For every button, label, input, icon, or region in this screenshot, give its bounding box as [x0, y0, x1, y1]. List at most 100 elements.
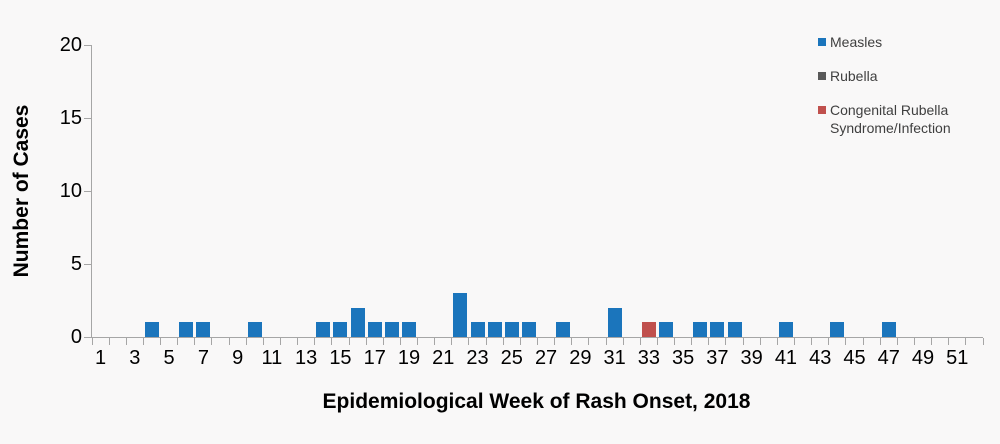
- x-axis-tick: [297, 338, 299, 345]
- y-tick-label: 5: [70, 253, 82, 275]
- x-tick-label: 41: [774, 347, 798, 369]
- bar-measles-week-23: [470, 322, 485, 337]
- bar-measles-week-34: [659, 322, 673, 337]
- x-axis-tick: [691, 338, 693, 345]
- x-axis-tick: [708, 338, 710, 345]
- x-axis-tick: [262, 338, 264, 345]
- y-axis-title: Number of Cases: [10, 104, 33, 278]
- x-axis-tick: [554, 338, 556, 345]
- x-axis-tick: [211, 338, 213, 345]
- y-tick-label: 20: [59, 34, 82, 56]
- bar-measles-week-36: [693, 322, 708, 337]
- legend-item-rubella: Rubella: [818, 67, 988, 85]
- bar-measles-week-19: [401, 322, 416, 337]
- bar-congenital-rubella-syndrome-infection-week-33: [641, 322, 656, 337]
- bar-measles-week-41: [778, 322, 793, 337]
- x-axis-tick: [896, 338, 898, 345]
- x-tick-label: 33: [637, 347, 660, 369]
- bar-measles-week-14: [316, 322, 331, 337]
- x-tick-label: 37: [706, 347, 729, 369]
- rubella-swatch-icon: [818, 72, 826, 80]
- x-tick-label: 35: [672, 347, 695, 369]
- x-axis-tick: [759, 338, 761, 345]
- x-tick-label: 31: [603, 347, 626, 369]
- x-tick-label: 13: [295, 347, 318, 369]
- x-axis-tick: [913, 338, 915, 345]
- x-axis-tick: [485, 338, 487, 345]
- x-axis-tick: [331, 338, 333, 345]
- x-tick-label: 43: [809, 347, 832, 369]
- x-tick-label: 11: [261, 347, 283, 369]
- y-tick-label: 15: [59, 107, 82, 129]
- x-axis-tick: [674, 338, 676, 345]
- legend-item-crs: Congenital Rubella Syndrome/Infection: [818, 101, 988, 137]
- bar-measles-week-22: [453, 293, 468, 337]
- bar-measles-week-37: [710, 322, 725, 337]
- bar-measles-week-24: [487, 322, 502, 337]
- x-tick-label: 17: [363, 347, 386, 369]
- x-tick-label: 25: [500, 347, 523, 369]
- x-tick-label: 5: [163, 347, 175, 369]
- y-tick-label: 10: [59, 180, 82, 202]
- legend-label: Measles: [830, 34, 883, 50]
- x-axis-tick: [965, 338, 967, 345]
- y-axis-tick: [84, 263, 91, 265]
- x-axis-tick: [879, 338, 881, 345]
- x-axis-tick: [537, 338, 538, 345]
- x-axis-tick: [948, 338, 950, 345]
- x-axis-tick: [811, 338, 813, 345]
- bar-measles-week-25: [504, 322, 519, 337]
- bar-measles-week-7: [196, 322, 211, 337]
- x-axis-tick: [434, 338, 436, 345]
- x-axis-tick: [845, 338, 847, 345]
- x-axis-tick: [91, 338, 93, 345]
- x-tick-label: 49: [911, 347, 935, 369]
- x-tick-label: 3: [129, 347, 141, 369]
- x-axis-tick: [502, 338, 504, 345]
- crs-swatch-icon: [818, 106, 826, 114]
- x-tick-label: 19: [397, 347, 421, 369]
- x-tick-label: 23: [466, 347, 489, 369]
- x-axis-title: Epidemiological Week of Rash Onset, 2018: [322, 390, 751, 413]
- bar-measles-week-28: [556, 322, 571, 337]
- y-axis-tick: [84, 117, 91, 119]
- x-axis-tick: [365, 338, 367, 345]
- bar-measles-week-10: [247, 322, 262, 337]
- x-axis-tick: [862, 338, 864, 345]
- x-tick-label: 47: [877, 347, 900, 369]
- x-axis-tick: [228, 338, 230, 345]
- x-axis-tick: [828, 338, 830, 345]
- plot-area: 0 5 10 15 20 1 3 5 7 9 11 13 15 17 19 21 23 25 27 29 31 33 35 3…: [60, 34, 984, 369]
- legend-item-measles: Measles: [818, 33, 988, 51]
- x-axis-tick: [177, 338, 179, 345]
- legend-label: Rubella: [830, 68, 878, 84]
- x-axis-tick: [725, 338, 727, 345]
- x-tick-label: 39: [740, 347, 763, 369]
- measles-swatch-icon: [818, 38, 826, 46]
- y-axis-tick: [84, 44, 91, 46]
- bar-measles-week-17: [367, 322, 382, 337]
- y-axis-tick: [84, 336, 91, 338]
- x-axis-tick: [794, 338, 796, 345]
- y-tick-label: 0: [70, 326, 82, 348]
- x-axis-tick: [571, 338, 573, 345]
- x-axis-tick: [108, 338, 110, 345]
- x-axis-tick: [194, 338, 196, 345]
- y-axis-tick: [84, 190, 91, 192]
- legend-label: Congenital Rubella Syndrome/Infection: [830, 102, 951, 136]
- bar-measles-week-16: [350, 308, 365, 337]
- bar-measles-week-31: [607, 308, 622, 337]
- x-axis-tick: [160, 338, 162, 345]
- x-axis-tick: [451, 338, 453, 345]
- x-axis-tick: [417, 338, 419, 345]
- x-axis-tick: [382, 338, 384, 345]
- x-axis-tick: [142, 338, 144, 345]
- x-axis-tick: [776, 338, 778, 345]
- bar-measles-week-38: [727, 322, 742, 337]
- x-axis-tick: [742, 338, 744, 345]
- x-axis-tick: [588, 338, 590, 345]
- x-axis-tick: [519, 338, 521, 345]
- bar-measles-week-18: [384, 322, 399, 337]
- x-axis-tick: [245, 338, 247, 345]
